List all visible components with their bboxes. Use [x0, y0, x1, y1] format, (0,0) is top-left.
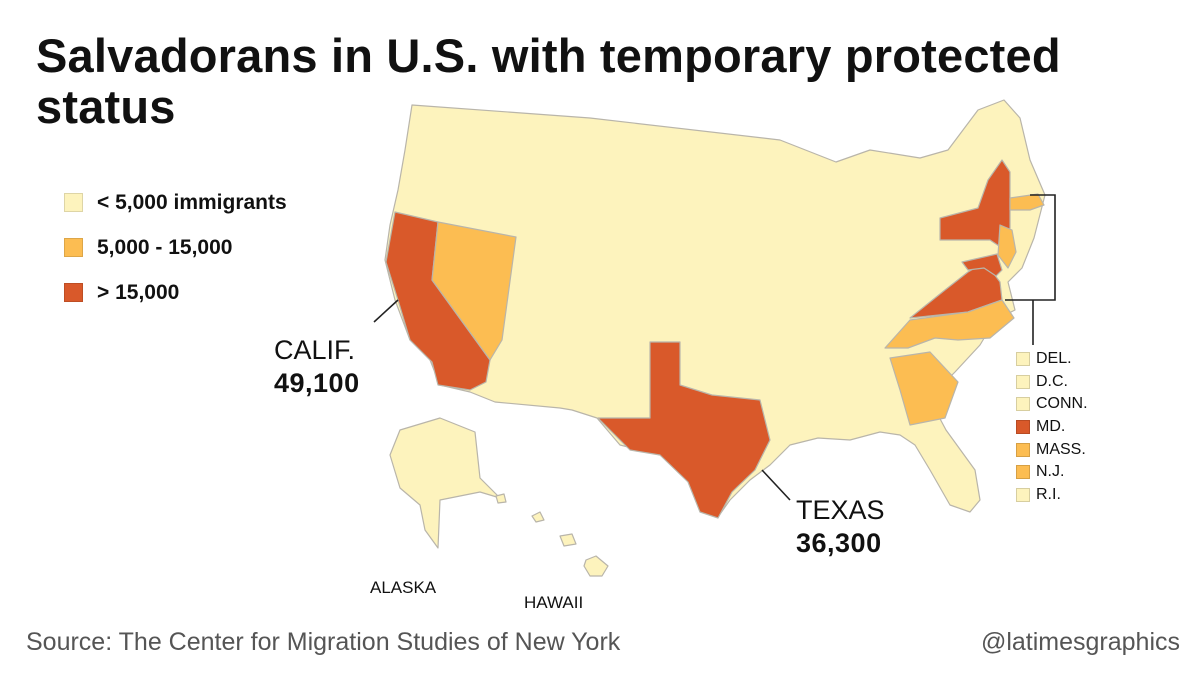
state-hawaii-oahu [531, 511, 545, 523]
small-state-label: MD. [1036, 418, 1066, 436]
small-state-swatch [1016, 352, 1030, 367]
legend-swatch-low [64, 193, 83, 212]
callout-california: CALIF. 49,100 [274, 334, 360, 400]
state-alaska [389, 417, 501, 549]
callout-texas-name: TEXAS [796, 495, 885, 525]
legend-label-low: < 5,000 immigrants [97, 190, 287, 214]
small-state-label: R.I. [1036, 485, 1061, 503]
state-texas [597, 341, 771, 519]
label-hawaii: HAWAII [524, 593, 584, 612]
small-states-key: DEL. D.C. CONN. MD. MASS. N.J. R.I. [1016, 348, 1088, 506]
small-state-swatch [1016, 374, 1030, 389]
map-title: Salvadorans in U.S. with temporary prote… [36, 29, 1061, 133]
state-nevada [431, 221, 517, 361]
callout-texas: TEXAS 36,300 [796, 494, 885, 560]
small-state-swatch [1016, 420, 1030, 435]
small-state-swatch [1016, 397, 1030, 412]
small-state-dc: D.C. [1016, 371, 1088, 394]
small-state-swatch [1016, 487, 1030, 502]
legend: < 5,000 immigrants 5,000 - 15,000 > 15,0… [64, 180, 287, 315]
state-georgia [889, 351, 959, 426]
legend-swatch-mid [64, 238, 83, 257]
legend-swatch-high [64, 283, 83, 302]
small-state-nj: N.J. [1016, 461, 1088, 484]
state-hawaii-maui [559, 533, 577, 547]
state-hawaii-main [583, 555, 609, 577]
small-state-swatch [1016, 442, 1030, 457]
state-north-carolina [884, 299, 1015, 349]
small-state-ri: R.I. [1016, 484, 1088, 507]
leader-bracket-northeast [1005, 194, 1056, 345]
legend-label-mid: 5,000 - 15,000 [97, 235, 233, 259]
small-state-label: DEL. [1036, 350, 1072, 368]
callout-texas-value: 36,300 [796, 528, 882, 558]
small-state-label: D.C. [1036, 372, 1068, 390]
small-state-label: MASS. [1036, 440, 1086, 458]
leader-line-texas [761, 469, 791, 501]
us-landmass [384, 99, 1046, 518]
state-hawaii-kauai [495, 493, 507, 504]
small-state-conn: CONN. [1016, 393, 1088, 416]
leader-line-california [373, 299, 399, 323]
small-state-mass: MASS. [1016, 438, 1088, 461]
small-state-swatch [1016, 465, 1030, 480]
callout-california-value: 49,100 [274, 368, 360, 398]
legend-item-mid: 5,000 - 15,000 [64, 225, 287, 270]
small-state-md: MD. [1016, 416, 1088, 439]
small-state-label: N.J. [1036, 463, 1065, 481]
small-state-del: DEL. [1016, 348, 1088, 371]
legend-label-high: > 15,000 [97, 280, 180, 304]
source-note: Source: The Center for Migration Studies… [26, 628, 621, 656]
label-alaska: ALASKA [370, 578, 437, 597]
legend-item-low: < 5,000 immigrants [64, 180, 287, 225]
credit-line: @latimesgraphics [980, 628, 1180, 656]
state-maryland [961, 253, 1003, 277]
callout-california-name: CALIF. [274, 335, 356, 365]
state-new-jersey [997, 224, 1017, 269]
legend-item-high: > 15,000 [64, 270, 287, 315]
small-state-label: CONN. [1036, 395, 1088, 413]
